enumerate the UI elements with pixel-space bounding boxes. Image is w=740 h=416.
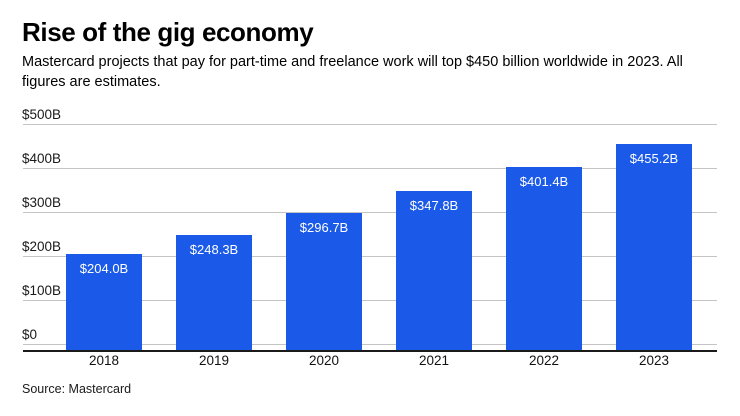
bar: $347.8B [396, 190, 472, 350]
gridline [23, 124, 717, 125]
x-axis-line [23, 350, 717, 352]
gridline [23, 256, 717, 257]
gridline [23, 168, 717, 169]
y-axis-tick-label: $0 [22, 327, 38, 342]
x-axis-tick-label: 2022 [528, 353, 560, 368]
y-axis-tick-label: $100B [22, 283, 62, 298]
bar-value-label: $204.0B [79, 261, 129, 277]
bar: $296.7B [286, 213, 362, 350]
x-axis-tick-label: 2021 [418, 353, 450, 368]
bar-value-label: $347.8B [409, 197, 459, 213]
source-note: Source: Mastercard [22, 382, 132, 396]
x-axis-tick-label: 2023 [638, 353, 670, 368]
y-axis-tick-label: $500B [22, 107, 62, 122]
y-axis-tick-label: $200B [22, 239, 62, 254]
bar: $204.0B [66, 254, 142, 350]
bar-value-label: $248.3B [189, 241, 239, 257]
bar: $248.3B [176, 234, 252, 350]
chart-title: Rise of the gig economy [22, 17, 314, 47]
bar: $401.4B [506, 167, 582, 350]
gridline [23, 300, 717, 301]
bar-value-label: $455.2B [629, 150, 679, 166]
bar-value-label: $401.4B [519, 174, 569, 190]
gridline [23, 212, 717, 213]
bar-value-label: $296.7B [299, 220, 349, 236]
y-axis-tick-label: $300B [22, 195, 62, 210]
bar: $455.2B [616, 143, 692, 350]
gridline [23, 344, 717, 345]
chart-subtitle: Mastercard projects that pay for part-ti… [22, 54, 683, 90]
y-axis-tick-label: $400B [22, 151, 62, 166]
x-axis-tick-label: 2020 [308, 353, 340, 368]
x-axis-tick-label: 2019 [198, 353, 230, 368]
x-axis-tick-label: 2018 [88, 353, 120, 368]
